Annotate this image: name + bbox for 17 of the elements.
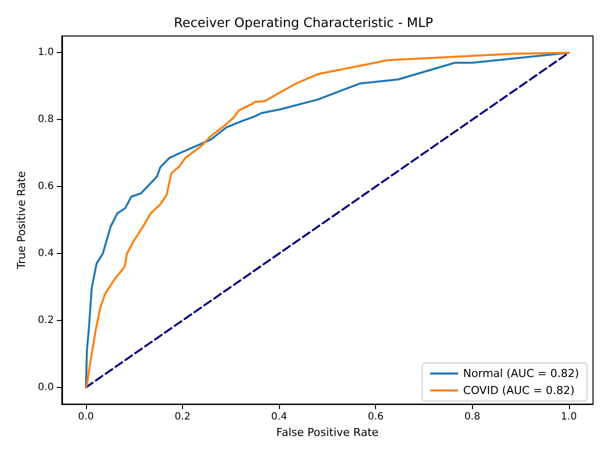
y-tick-label: 0.0 [38, 382, 54, 393]
y-tick-label: 0.6 [38, 181, 54, 192]
x-tick-label: 0.0 [78, 412, 94, 423]
x-tick-label: 0.6 [368, 412, 384, 423]
y-tick-label: 1.0 [38, 47, 54, 58]
x-tick-label: 1.0 [560, 412, 577, 423]
x-tick-label: 0.2 [174, 412, 190, 423]
y-tick-label: 0.8 [38, 114, 54, 126]
legend-label: Normal (AUC = 0.82) [463, 367, 580, 380]
legend-label: COVID (AUC = 0.82) [463, 384, 575, 397]
x-tick-label: 0.4 [271, 412, 288, 423]
chart-title: Receiver Operating Characteristic - MLP [174, 16, 434, 31]
y-tick-label: 0.4 [38, 248, 54, 260]
x-tick-label: 0.8 [464, 412, 480, 423]
x-axis-title: False Positive Rate [276, 426, 379, 439]
y-tick-label: 0.2 [38, 314, 54, 326]
y-axis-title: True Positive Rate [15, 170, 28, 270]
